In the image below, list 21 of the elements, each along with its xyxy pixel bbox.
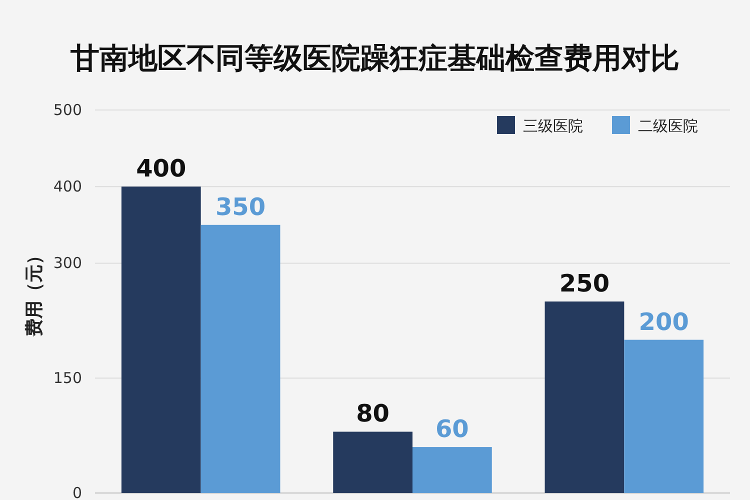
y-tick-label: 300 <box>53 254 82 272</box>
chart-title: 甘南地区不同等级医院躁狂症基础检查费用对比 <box>70 41 680 75</box>
data-label: 200 <box>638 308 689 336</box>
data-label: 250 <box>559 270 610 298</box>
legend-label: 三级医院 <box>523 117 583 135</box>
bar <box>412 447 492 493</box>
bar <box>121 186 201 493</box>
y-axis-title: 费用（元） <box>24 246 45 338</box>
y-tick-label: 500 <box>53 101 82 119</box>
bar <box>624 340 704 493</box>
data-label: 60 <box>435 415 469 444</box>
bar <box>544 302 624 493</box>
y-tick-label: 400 <box>53 178 82 196</box>
bar <box>200 224 280 493</box>
bar <box>333 432 412 493</box>
legend-label: 二级医院 <box>638 117 698 135</box>
data-label: 350 <box>215 192 266 221</box>
y-tick-label: 0 <box>72 484 82 500</box>
data-label: 400 <box>136 154 186 183</box>
y-tick-label: 150 <box>53 369 82 388</box>
data-label: 80 <box>356 400 390 428</box>
